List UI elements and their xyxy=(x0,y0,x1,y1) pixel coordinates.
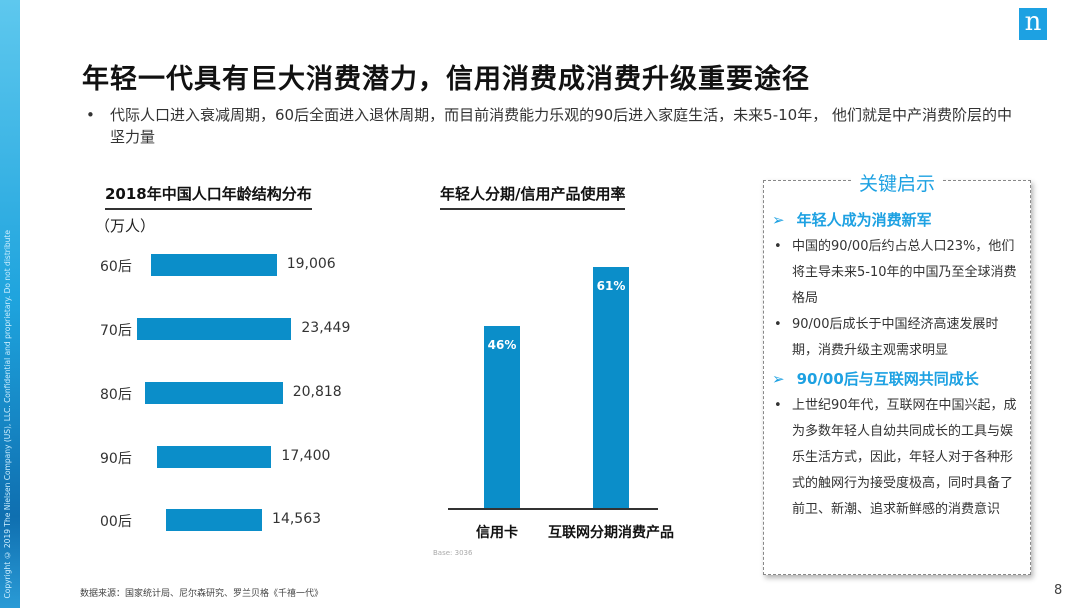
x-axis xyxy=(448,508,658,510)
insight-item: • 90/00后成长于中国经济高速发展时期，消费升级主观需求明显 xyxy=(774,317,999,358)
category-label: 00后 xyxy=(100,514,132,530)
box-title: 关键启示 xyxy=(850,173,943,195)
category-label: 互联网分期消费产品 xyxy=(548,525,674,541)
intro-bullet: • 代际人口进入衰减周期，60后全面进入退休周期，而目前消费能力乐观的90后进入家… xyxy=(86,106,1012,146)
category-label: 70后 xyxy=(100,323,132,339)
bar xyxy=(156,446,272,468)
category-label: 90后 xyxy=(100,451,132,467)
value-label: 46% xyxy=(487,338,517,353)
chart1-title: 2018年中国人口年龄结构分布 xyxy=(105,183,312,210)
category-label: 信用卡 xyxy=(476,525,518,541)
category-label: 80后 xyxy=(100,387,132,403)
insight-heading: ➢ 年轻人成为消费新军 xyxy=(772,211,932,229)
value-label: 23,449 xyxy=(301,320,351,336)
bar xyxy=(145,382,283,404)
sidebar-strip: Copyright © 2019 The Nielsen Company (US… xyxy=(0,0,20,608)
source-note: 数据来源：国家统计局、尼尔森研究、罗兰贝格《千禧一代》 xyxy=(80,589,324,599)
arrow-icon: ➢ xyxy=(772,370,785,388)
bar xyxy=(151,254,277,276)
insight-item: • 中国的90/00后约占总人口23%，他们将主导未来5-10年的中国乃至全球消费… xyxy=(774,239,1017,306)
nielsen-logo: n xyxy=(1019,8,1047,40)
key-insights-box: 关键启示 ➢ 年轻人成为消费新军 • 中国的90/00后约占总人口23%，他们将主导未… xyxy=(763,173,1031,575)
category-label: 60后 xyxy=(100,259,132,275)
bar xyxy=(593,267,629,508)
arrow-icon: ➢ xyxy=(772,211,785,229)
chart2-title: 年轻人分期/信用产品使用率 xyxy=(440,183,626,210)
chart1-unit: （万人） xyxy=(95,217,156,235)
copyright: Copyright © 2019 The Nielsen Company (US… xyxy=(3,229,12,599)
insight-item: • 上世纪90年代，互联网在中国兴起，成为多数年轻人自幼共同成长的工具与娱乐生活方… xyxy=(774,398,1017,517)
base-note: Base: 3036 xyxy=(433,549,473,557)
value-label: 61% xyxy=(596,279,626,294)
value-label: 19,006 xyxy=(286,256,336,272)
bar xyxy=(165,509,263,531)
value-label: 17,400 xyxy=(281,448,331,464)
bar xyxy=(136,318,292,340)
page-number: 8 xyxy=(1054,583,1063,598)
bar xyxy=(484,326,520,508)
value-label: 20,818 xyxy=(292,384,342,400)
insight-heading: ➢ 90/00后与互联网共同成长 xyxy=(772,370,979,388)
page-title: 年轻一代具有巨大消费潜力，信用消费成消费升级重要途径 xyxy=(82,64,810,95)
value-label: 14,563 xyxy=(272,511,322,527)
